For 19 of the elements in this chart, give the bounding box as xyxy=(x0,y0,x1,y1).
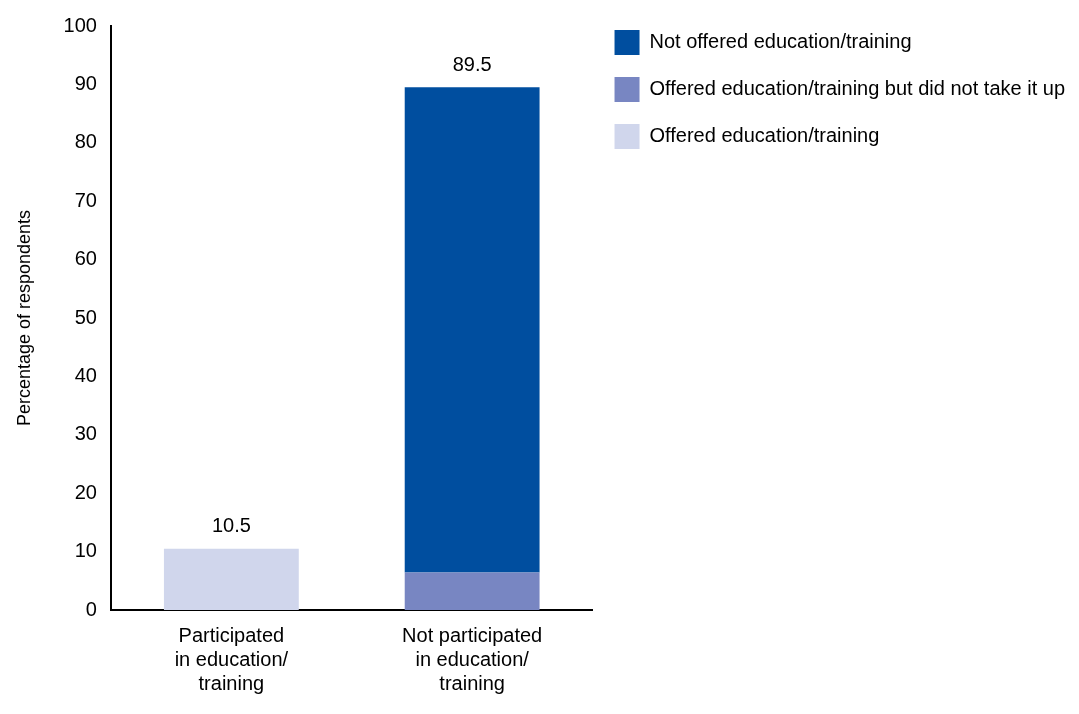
y-tick-label: 70 xyxy=(74,188,97,211)
x-tick-label: Not participated in education/ training xyxy=(402,623,543,694)
legend-label: Offered education/training but did not take it up xyxy=(649,77,1065,100)
y-tick-label: 50 xyxy=(74,305,97,328)
legend-label: Not offered education/training xyxy=(649,30,912,53)
y-tick-label: 0 xyxy=(85,597,97,620)
legend-label: Offered education/training xyxy=(649,124,880,147)
y-tick-label: 20 xyxy=(74,480,97,503)
y-tick-label: 90 xyxy=(74,71,97,94)
y-tick-label: 80 xyxy=(74,130,97,153)
y-axis-title: Percentage of respondents xyxy=(13,209,34,427)
total-label: 10.5 xyxy=(211,514,251,537)
total-label: 89.5 xyxy=(452,52,492,75)
y-tick-label: 100 xyxy=(63,13,97,36)
y-tick-label: 40 xyxy=(74,363,97,386)
y-tick-label: 30 xyxy=(74,422,97,445)
x-tick-label: Participated in education/ training xyxy=(174,623,289,694)
y-tick-label: 10 xyxy=(74,539,97,562)
y-tick-label: 60 xyxy=(74,247,97,270)
